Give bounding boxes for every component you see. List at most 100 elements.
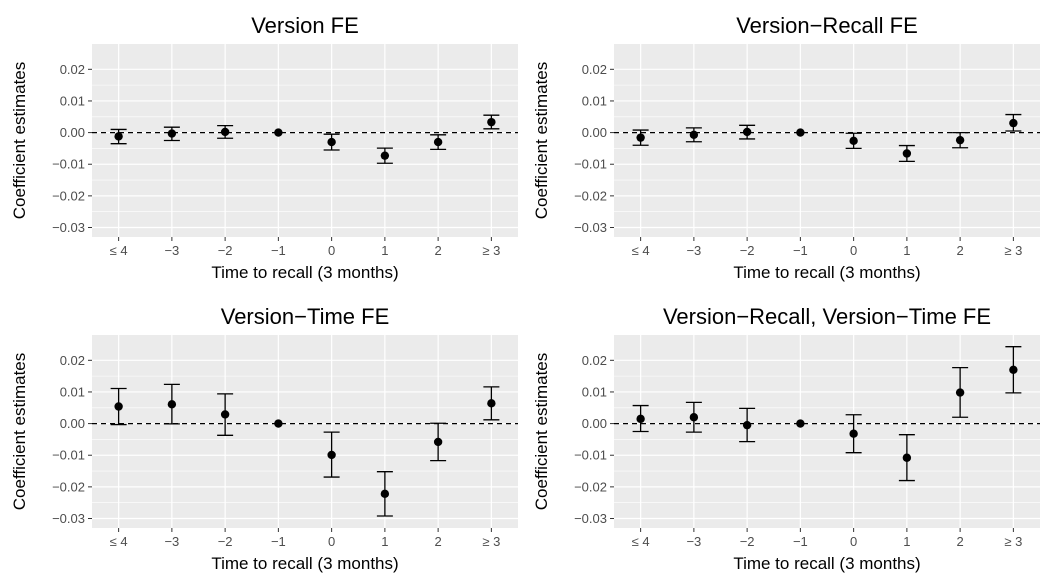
data-point: [796, 128, 805, 137]
data-point: [902, 149, 912, 158]
y-tick-label: −0.03: [52, 511, 85, 526]
x-tick-label: ≤ 4: [110, 534, 128, 549]
data-point: [274, 128, 283, 137]
x-tick-label: 0: [850, 534, 857, 549]
y-tick-label: −0.01: [52, 448, 85, 463]
data-point: [689, 130, 699, 140]
panel-version-recall-fe: −0.03 −0.02 −0.01 0.00 0.01 0.02 ≤ 4 −3 −2 −1 0 1 2 ≥…: [532, 13, 1040, 282]
x-tick-label: ≤ 4: [632, 534, 650, 549]
x-tick-label: −2: [740, 534, 755, 549]
data-point: [849, 136, 858, 146]
data-point: [1009, 118, 1018, 128]
y-tick-label: 0.01: [582, 93, 607, 108]
x-tick-label: −2: [740, 243, 755, 258]
y-tick-label: −0.01: [52, 157, 85, 172]
x-tick-label: −1: [793, 534, 808, 549]
data-point: [636, 133, 645, 142]
panel-version-recall-version-time-fe: −0.03 −0.02 −0.01 0.00 0.01 0.02 ≤ 4 −3 −2 −1 0 1 2 ≥…: [532, 304, 1040, 573]
plot-background: [614, 44, 1040, 237]
x-axis-title: Time to recall (3 months): [733, 263, 920, 282]
x-tick-label: −3: [686, 243, 701, 258]
y-tick-label: −0.03: [574, 511, 607, 526]
data-point: [380, 151, 390, 160]
y-axis-title: Coefficient estimates: [10, 62, 29, 219]
data-point: [796, 419, 805, 428]
x-tick-label: 2: [957, 243, 964, 258]
y-tick-label: −0.01: [574, 157, 607, 172]
x-tick-label: −3: [164, 243, 179, 258]
y-tick-label: −0.01: [574, 448, 607, 463]
x-axis-title: Time to recall (3 months): [211, 554, 398, 573]
x-axis-title: Time to recall (3 months): [211, 263, 398, 282]
y-tick-label: 0.00: [60, 125, 85, 140]
panel-title: Version FE: [251, 13, 359, 38]
data-point: [114, 132, 123, 141]
data-point: [487, 399, 496, 408]
x-tick-label: ≥ 3: [482, 534, 500, 549]
panel-version-time-fe: −0.03 −0.02 −0.01 0.00 0.01 0.02 ≤ 4 −3 −2 −1 0 1 2 ≥…: [10, 304, 518, 573]
x-tick-label: ≤ 4: [632, 243, 650, 258]
x-tick-label: ≥ 3: [1004, 534, 1022, 549]
x-tick-label: −3: [164, 534, 179, 549]
x-axis-title: Time to recall (3 months): [733, 554, 920, 573]
data-point: [220, 127, 230, 137]
x-tick-label: 2: [435, 534, 442, 549]
y-axis-title: Coefficient estimates: [10, 353, 29, 510]
data-point: [380, 489, 390, 499]
data-point: [167, 400, 177, 409]
data-point: [433, 137, 443, 147]
y-tick-label: −0.02: [574, 188, 607, 203]
plot-background: [92, 44, 518, 237]
y-tick-label: −0.03: [574, 220, 607, 235]
y-tick-label: 0.02: [582, 62, 607, 77]
x-tick-label: 1: [381, 243, 388, 258]
y-tick-label: −0.03: [52, 220, 85, 235]
data-point: [487, 117, 496, 127]
x-tick-label: 1: [903, 534, 910, 549]
y-tick-label: 0.02: [582, 353, 607, 368]
data-point: [433, 437, 443, 447]
x-tick-label: ≤ 4: [110, 243, 128, 258]
x-tick-label: 0: [328, 534, 335, 549]
data-point: [636, 414, 645, 424]
x-tick-label: ≥ 3: [482, 243, 500, 258]
data-point: [1009, 365, 1018, 375]
data-point: [220, 410, 230, 419]
data-point: [955, 135, 965, 145]
x-tick-label: −3: [686, 534, 701, 549]
x-tick-label: −1: [793, 243, 808, 258]
y-tick-label: 0.01: [60, 93, 85, 108]
data-point: [327, 137, 336, 147]
data-point: [114, 402, 123, 411]
x-tick-label: 1: [903, 243, 910, 258]
panel-title: Version−Recall, Version−Time FE: [663, 304, 991, 329]
y-tick-label: 0.00: [582, 125, 607, 140]
x-tick-label: −2: [218, 243, 233, 258]
data-point: [167, 129, 177, 138]
y-tick-label: 0.02: [60, 353, 85, 368]
data-point: [689, 413, 699, 422]
data-point: [902, 453, 912, 462]
data-point: [742, 420, 752, 430]
y-tick-label: 0.00: [582, 416, 607, 431]
y-tick-label: 0.01: [582, 384, 607, 399]
y-tick-label: −0.02: [574, 479, 607, 494]
x-tick-label: ≥ 3: [1004, 243, 1022, 258]
x-tick-label: −1: [271, 243, 286, 258]
y-tick-label: −0.02: [52, 479, 85, 494]
data-point: [274, 419, 283, 428]
panel-title: Version−Time FE: [221, 304, 390, 329]
x-tick-label: 1: [381, 534, 388, 549]
y-tick-label: 0.02: [60, 62, 85, 77]
plot-background: [92, 335, 518, 528]
data-point: [742, 127, 752, 137]
x-tick-label: −1: [271, 534, 286, 549]
y-tick-label: 0.01: [60, 384, 85, 399]
data-point: [955, 388, 965, 397]
y-axis-title: Coefficient estimates: [532, 62, 551, 219]
x-tick-label: 0: [850, 243, 857, 258]
y-tick-label: −0.02: [52, 188, 85, 203]
y-axis-title: Coefficient estimates: [532, 353, 551, 510]
panel-version-fe: −0.03 −0.02 −0.01 0.00 0.01 0.02 ≤ 4 −3 −2 −1 0 1 2 ≥…: [10, 13, 518, 282]
